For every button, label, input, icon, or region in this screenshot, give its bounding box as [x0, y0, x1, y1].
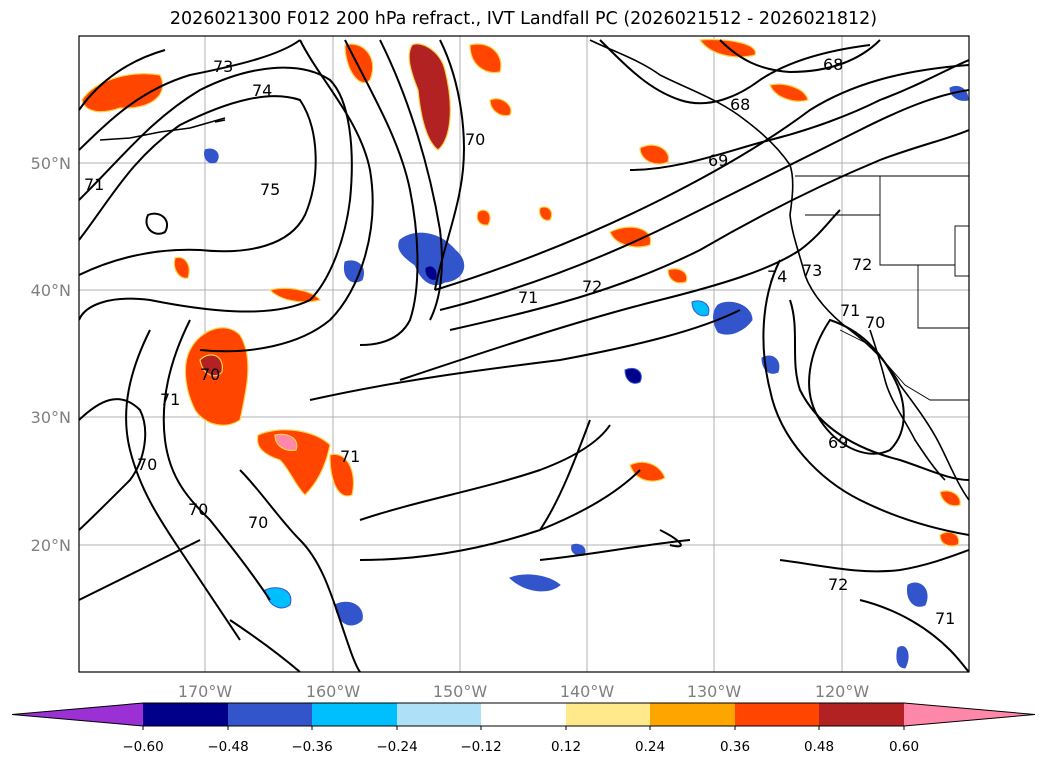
colorbar-tick-label: 0.24 [635, 739, 665, 755]
colorbar-segment [312, 703, 397, 726]
contour-label: 71 [518, 288, 538, 307]
colorbar-ticks: −0.60 −0.48 −0.36 −0.24 −0.12 0.12 0.24 … [122, 739, 919, 755]
map-title: 2026021300 F012 200 hPa refract., IVT La… [169, 9, 878, 29]
colorbar-segment [566, 703, 650, 726]
colorbar-tick-label: −0.24 [376, 739, 417, 755]
colorbar-tick-label: −0.36 [291, 739, 332, 755]
colorbar [11, 702, 1036, 730]
colorbar-segment [735, 703, 819, 726]
colorbar-tick-label: −0.60 [122, 739, 163, 755]
lat-label: 40°N [31, 281, 71, 300]
lat-label: 30°N [31, 408, 71, 427]
contour-label: 73 [802, 261, 822, 280]
contour-label: 70 [200, 365, 220, 384]
contour-label: 71 [160, 390, 180, 409]
contour-label: 71 [840, 301, 860, 320]
colorbar-segment [397, 703, 481, 726]
contour-label: 74 [767, 267, 787, 286]
lon-label: 140°W [560, 682, 615, 701]
contour-label: 71 [340, 447, 360, 466]
colorbar-segment [143, 703, 228, 726]
lat-label: 20°N [31, 536, 71, 555]
contour-label: 73 [213, 57, 233, 76]
colorbar-tick-label: 0.48 [804, 739, 834, 755]
contour-label: 72 [582, 277, 602, 296]
colorbar-segment [904, 703, 1035, 726]
lon-label: 130°W [687, 682, 742, 701]
colorbar-tick-label: −0.12 [460, 739, 501, 755]
colorbar-tick-label: −0.48 [207, 739, 248, 755]
contour-label: 72 [852, 255, 872, 274]
colorbar-segment [650, 703, 735, 726]
contour-labels: 73 74 75 71 71 70 68 68 69 70 71 72 74 7… [84, 55, 955, 628]
contour-label: 69 [708, 151, 728, 170]
contour-label: 70 [865, 313, 885, 332]
lon-label: 160°W [306, 682, 361, 701]
map-area: 73 74 75 71 71 70 68 68 69 70 71 72 74 7… [79, 36, 969, 672]
contour-label: 71 [84, 175, 104, 194]
colorbar-segment [819, 703, 904, 726]
lon-label: 170°W [178, 682, 233, 701]
lon-label: 150°W [433, 682, 488, 701]
longitude-labels: 170°W 160°W 150°W 140°W 130°W 120°W [178, 682, 870, 701]
map-frame [78, 35, 970, 673]
contour-label: 68 [730, 95, 750, 114]
contour-label: 69 [828, 433, 848, 452]
contour-label: 70 [465, 130, 485, 149]
contour-label: 74 [252, 81, 272, 100]
refractivity-contours [79, 39, 969, 672]
contour-label: 70 [137, 455, 157, 474]
contour-label: 71 [935, 609, 955, 628]
contour-label: 70 [188, 500, 208, 519]
colorbar-tick-label: 0.60 [889, 739, 919, 755]
colorbar-segment [228, 703, 312, 726]
latitude-labels: 50°N 40°N 30°N 20°N [31, 154, 71, 555]
lon-label: 120°W [815, 682, 870, 701]
borders [795, 175, 969, 401]
contour-label: 70 [248, 513, 268, 532]
colorbar-segment [481, 703, 566, 726]
colorbar-tick-label: 0.12 [551, 739, 581, 755]
contour-label: 68 [823, 55, 843, 74]
colorbar-tick-label: 0.36 [720, 739, 750, 755]
lat-label: 50°N [31, 154, 71, 173]
colorbar-segment [12, 703, 143, 726]
ivt-shading [81, 38, 961, 547]
contour-label: 72 [828, 575, 848, 594]
contour-label: 75 [260, 180, 280, 199]
